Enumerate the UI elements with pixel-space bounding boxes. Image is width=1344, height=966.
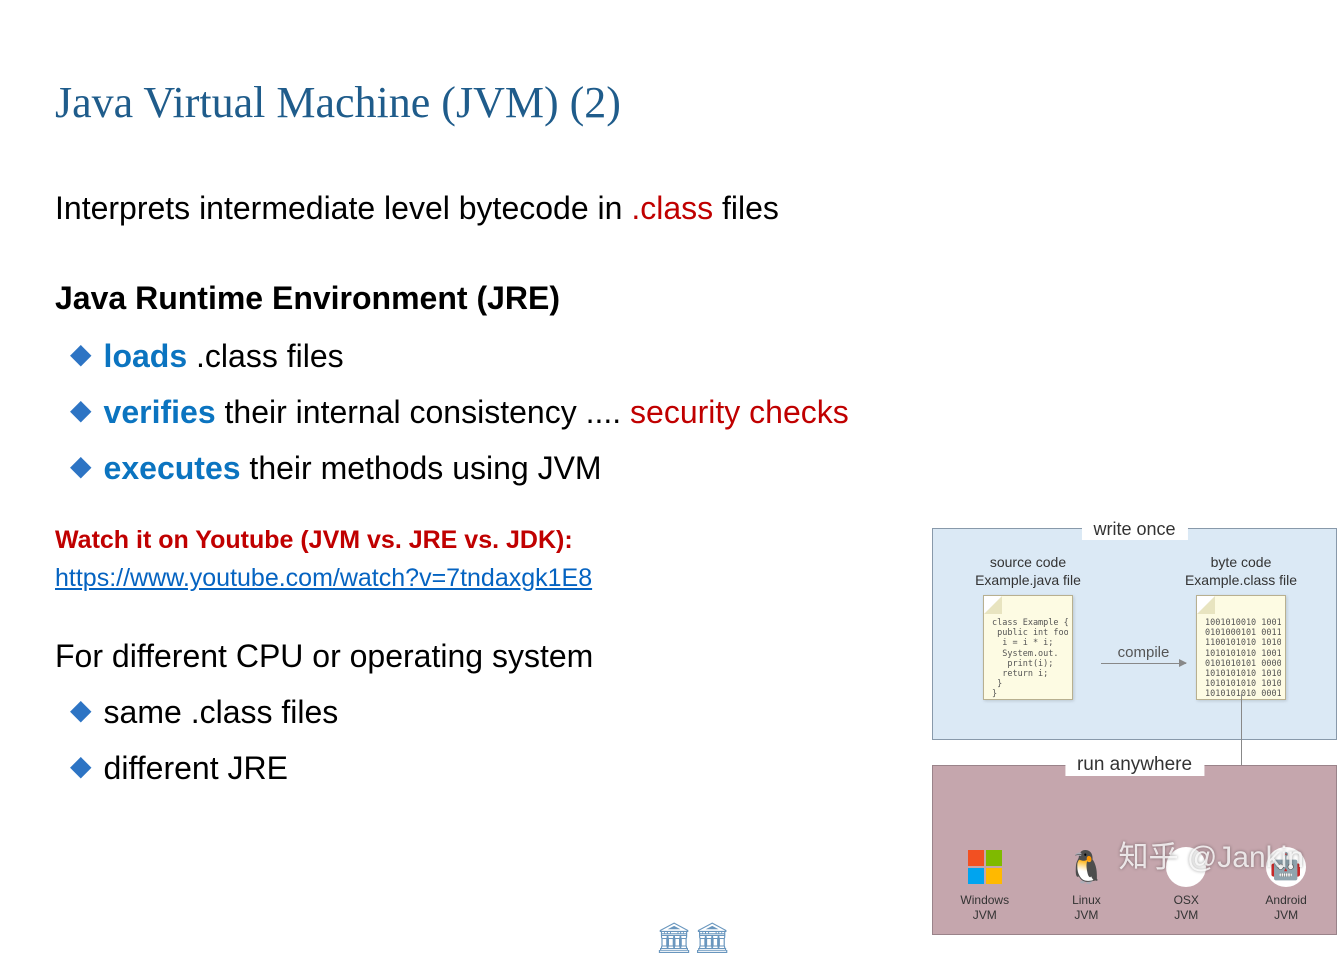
jre-rest-2: their internal consistency .... [216, 394, 630, 430]
jre-red-2: security checks [630, 394, 849, 430]
source-file-icon: class Example { public int foo(int i){ i… [983, 595, 1073, 700]
page-fold-icon [984, 596, 1002, 614]
write-once-panel: write once source code Example.java file… [932, 528, 1337, 740]
jvm-sub-3: JVM [1164, 908, 1209, 922]
jre-rest-1: .class files [187, 338, 343, 374]
jre-kw-2: verifies [104, 394, 216, 430]
intro-pre: Interprets intermediate level bytecode i… [55, 190, 631, 226]
bytecode-text: 1001010010 1001 0101000101 0011 11001010… [1205, 618, 1281, 700]
jvm-windows: Windows JVM [960, 844, 1009, 922]
jre-bullet-3: ◆ executes their methods using JVM [55, 444, 1289, 492]
jvm-name-2: Linux [1064, 893, 1109, 907]
cpu-item-2: different JRE [104, 744, 288, 792]
jvm-linux: 🐧 Linux JVM [1064, 844, 1109, 922]
windows-icon [962, 844, 1007, 889]
intro-post: files [713, 190, 779, 226]
android-icon: 🤖 [1266, 847, 1306, 887]
source-title-2: Example.java file [958, 572, 1098, 590]
write-once-label: write once [1081, 519, 1187, 540]
linux-icon: 🐧 [1064, 844, 1109, 889]
jvm-name-1: Windows [960, 893, 1009, 907]
jvm-name-3: OSX [1164, 893, 1209, 907]
jvm-sub-2: JVM [1064, 908, 1109, 922]
source-code-text: class Example { public int foo(int i){ i… [992, 618, 1068, 700]
byte-title-2: Example.class file [1171, 572, 1311, 590]
jvm-sub-4: JVM [1264, 908, 1309, 922]
cpu-item-1: same .class files [104, 688, 339, 736]
jvm-diagram: write once source code Example.java file… [924, 510, 1344, 940]
jre-bullet-2: ◆ verifies their internal consistency ..… [55, 388, 1289, 436]
diamond-icon: ◆ [70, 688, 92, 733]
diamond-icon: ◆ [70, 444, 92, 489]
run-anywhere-label: run anywhere [1065, 754, 1204, 776]
intro-line: Interprets intermediate level bytecode i… [55, 184, 1289, 232]
footer-decoration-icon: 🏛︎🏛︎ [655, 921, 731, 956]
jre-kw-3: executes [104, 450, 241, 486]
intro-highlight: .class [631, 190, 713, 226]
jre-bullet-1: ◆ loads .class files [55, 332, 1289, 380]
page-fold-icon [1197, 596, 1215, 614]
apple-icon [1166, 847, 1206, 887]
jvm-name-4: Android [1264, 893, 1309, 907]
jvm-android: 🤖 Android JVM [1264, 844, 1309, 922]
jre-kw-1: loads [104, 338, 188, 374]
arrow-down-icon [1241, 694, 1242, 772]
source-code-card: source code Example.java file class Exam… [958, 554, 1098, 700]
jvm-osx: OSX JVM [1164, 844, 1209, 922]
jre-heading: Java Runtime Environment (JRE) [55, 274, 1289, 322]
byte-title-1: byte code [1171, 554, 1311, 572]
source-title-1: source code [958, 554, 1098, 572]
bytecode-card: byte code Example.class file 1001010010 … [1171, 554, 1311, 700]
jvm-platforms-row: Windows JVM 🐧 Linux JVM OSX JVM 🤖 Androi… [933, 844, 1336, 922]
bytecode-file-icon: 1001010010 1001 0101000101 0011 11001010… [1196, 595, 1286, 700]
jre-rest-3: their methods using JVM [241, 450, 602, 486]
diamond-icon: ◆ [70, 388, 92, 433]
diamond-icon: ◆ [70, 744, 92, 789]
run-anywhere-panel: run anywhere Windows JVM 🐧 Linux JVM OSX… [932, 765, 1337, 935]
diamond-icon: ◆ [70, 332, 92, 377]
slide-title: Java Virtual Machine (JVM) (2) [55, 70, 1289, 136]
jvm-sub-1: JVM [960, 908, 1009, 922]
